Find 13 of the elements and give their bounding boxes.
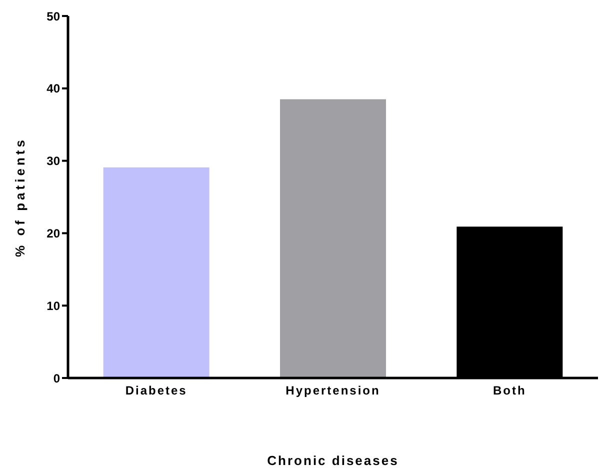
y-tick-label: 30 (46, 154, 60, 168)
y-tick-label: 20 (46, 226, 60, 240)
y-tick-label: 0 (53, 371, 60, 386)
y-tick-label: 40 (46, 82, 60, 96)
y-axis-title: % of patients (12, 137, 28, 257)
bar (280, 99, 386, 378)
y-tick-label: 50 (46, 9, 60, 24)
x-tick-label: Hypertension (286, 384, 380, 398)
bar (103, 167, 210, 378)
x-tick-label: Both (493, 384, 526, 398)
y-tick-label: 10 (46, 298, 60, 313)
x-axis-title: Chronic diseases (267, 453, 399, 468)
x-tick-label: Diabetes (125, 384, 188, 398)
